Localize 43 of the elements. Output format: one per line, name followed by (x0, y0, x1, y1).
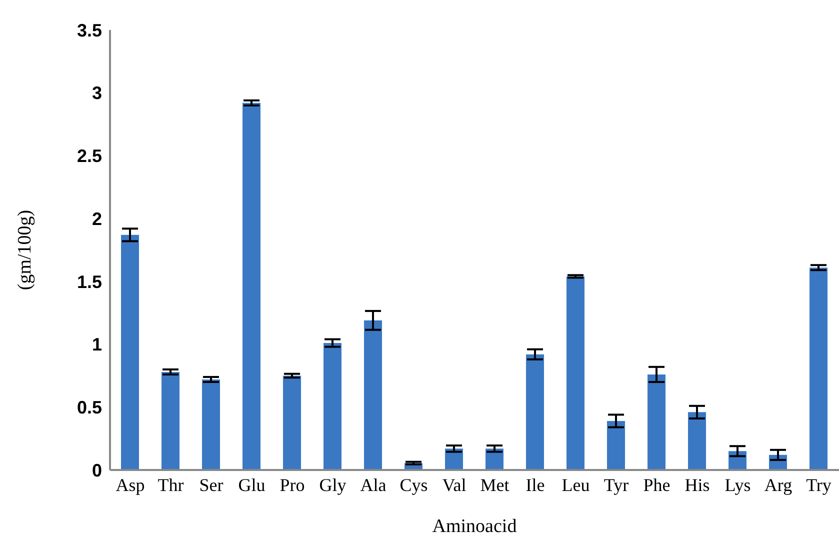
x-tick-label: Leu (562, 474, 590, 495)
bar (445, 448, 463, 470)
bar (283, 376, 301, 470)
bar (121, 234, 139, 470)
x-tick-label: Try (806, 474, 832, 495)
y-tick-label: 1 (92, 334, 102, 355)
x-tick-label: Phe (643, 474, 670, 495)
bar (486, 448, 504, 470)
x-tick-label: Arg (764, 474, 792, 495)
x-tick-label: Ile (526, 474, 545, 495)
x-tick-label: Val (442, 474, 466, 495)
y-tick-label: 0 (92, 460, 102, 480)
bar (202, 379, 220, 470)
bar (566, 276, 584, 470)
y-tick-label: 0.5 (76, 398, 102, 418)
x-tick-label: Tyr (604, 474, 629, 495)
bar (648, 374, 666, 470)
bar (364, 320, 382, 470)
bar (810, 268, 828, 470)
x-tick-label: Gly (319, 474, 346, 495)
bar (607, 420, 625, 470)
y-tick-label: 3 (92, 83, 102, 104)
y-tick-label: 2 (92, 208, 102, 229)
x-tick-label: Pro (280, 474, 305, 495)
x-tick-label: Asp (116, 474, 145, 495)
y-tick-label: 2.5 (76, 146, 102, 166)
y-tick-label: 1.5 (76, 272, 102, 292)
x-tick-label: Met (480, 474, 510, 495)
x-tick-label: Glu (238, 474, 266, 495)
x-tick-label: Cys (400, 474, 428, 495)
x-axis-title: Aminoacid (432, 516, 518, 537)
x-tick-label: Thr (158, 474, 184, 495)
x-tick-label: Lys (724, 474, 751, 495)
x-tick-label: Ser (199, 474, 224, 495)
y-axis-title: (gm/100g) (14, 210, 36, 290)
bar (162, 372, 180, 470)
bar (324, 343, 342, 470)
x-tick-label: Ala (360, 474, 386, 495)
x-tick-label: His (684, 474, 710, 495)
bar (688, 412, 706, 470)
bar (242, 102, 260, 470)
y-tick-label: 3.5 (76, 20, 102, 40)
bar (526, 354, 544, 470)
